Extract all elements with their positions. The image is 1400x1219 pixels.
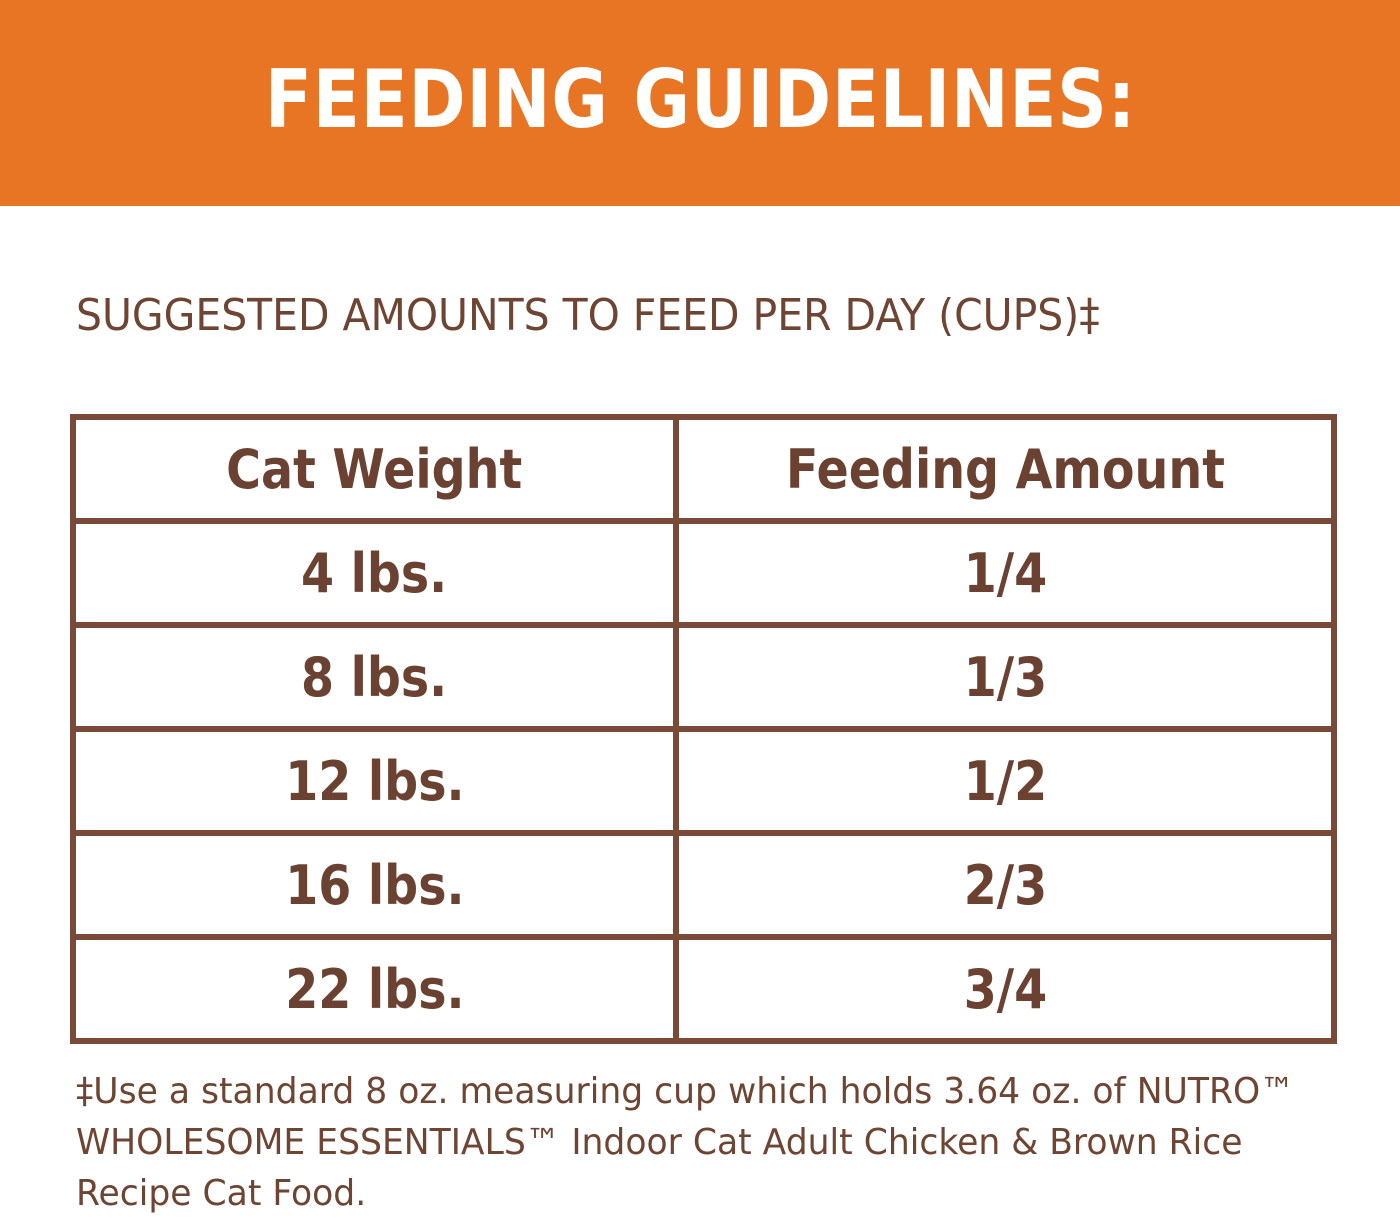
table-header-row: Cat Weight Feeding Amount bbox=[70, 414, 1337, 524]
feeding-amount-cell: 1/2 bbox=[673, 726, 1337, 836]
feeding-amount-cell: 1/4 bbox=[673, 518, 1337, 628]
table-row: 4 lbs. 1/4 bbox=[70, 518, 1337, 628]
feeding-amount-cell: 2/3 bbox=[673, 830, 1337, 940]
table-row: 12 lbs. 1/2 bbox=[70, 726, 1337, 836]
page-title: FEEDING GUIDELINES: bbox=[264, 52, 1136, 146]
table-row: 22 lbs. 3/4 bbox=[70, 934, 1337, 1044]
feeding-table: Cat Weight Feeding Amount 4 lbs. 1/4 8 l… bbox=[70, 414, 1337, 1044]
table-subtitle: SUGGESTED AMOUNTS TO FEED PER DAY (CUPS)… bbox=[76, 290, 1100, 341]
cat-weight-cell: 22 lbs. bbox=[70, 934, 679, 1044]
cat-weight-cell: 8 lbs. bbox=[70, 622, 679, 732]
column-header-cat-weight: Cat Weight bbox=[70, 414, 679, 524]
footnote: ‡Use a standard 8 oz. measuring cup whic… bbox=[76, 1071, 1295, 1214]
cat-weight-cell: 4 lbs. bbox=[70, 518, 679, 628]
table-row: 8 lbs. 1/3 bbox=[70, 622, 1337, 732]
feeding-amount-cell: 1/3 bbox=[673, 622, 1337, 732]
feeding-table-container: Cat Weight Feeding Amount 4 lbs. 1/4 8 l… bbox=[70, 414, 1337, 1044]
table-row: 16 lbs. 2/3 bbox=[70, 830, 1337, 940]
column-header-feeding-amount: Feeding Amount bbox=[673, 414, 1337, 524]
feeding-amount-cell: 3/4 bbox=[673, 934, 1337, 1044]
cat-weight-cell: 12 lbs. bbox=[70, 726, 679, 836]
cat-weight-cell: 16 lbs. bbox=[70, 830, 679, 940]
header-banner: FEEDING GUIDELINES: bbox=[0, 0, 1400, 206]
